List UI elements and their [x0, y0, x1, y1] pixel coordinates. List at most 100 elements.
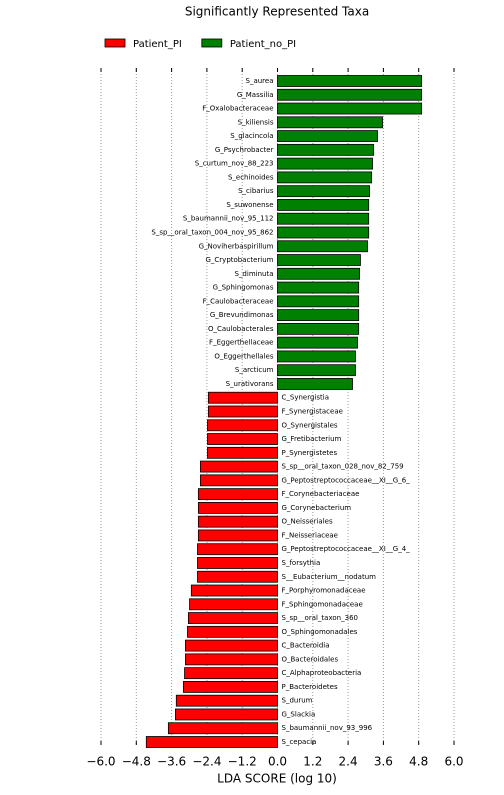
bar-label: S_diminuta: [234, 270, 273, 278]
bar-label: S_glacincola: [230, 132, 273, 140]
bar: [277, 116, 383, 129]
bar-label: S_curtum_nov_88_223: [195, 160, 274, 168]
bar-label: G_Slackia: [282, 710, 316, 718]
x-tick-label: −6.0: [86, 755, 115, 769]
bar: [277, 212, 370, 225]
bar-label: F_Synergistaceae: [282, 408, 343, 416]
bar: [277, 322, 360, 335]
bar: [277, 254, 361, 266]
bar-label: S_baumannii_nov_95_112: [183, 215, 274, 223]
bar: [167, 722, 278, 735]
bar: [197, 515, 278, 528]
x-tick-label: 3.6: [374, 755, 393, 769]
bar-label: G_Fretibacterium: [282, 435, 342, 443]
x-tick-label: 6.0: [444, 755, 463, 769]
bar-label: F_Eggerthellaceae: [209, 339, 273, 347]
x-tick-label: 4.8: [409, 755, 428, 769]
bar-label: S_sp__oral_taxon_028_nov_82_759: [282, 463, 404, 471]
bar: [200, 474, 278, 487]
bar-label: F_Oxalobacteraceae: [202, 105, 273, 113]
x-tick-label: −1.2: [228, 755, 257, 769]
bar: [277, 378, 353, 390]
bar: [200, 460, 278, 473]
bar-label: O_Sphingomonadales: [282, 628, 358, 636]
bar-label: G_Noviherbaspirillum: [199, 242, 274, 250]
bar: [277, 157, 373, 170]
bar-label: S_cepacia: [282, 738, 317, 746]
bar: [277, 226, 370, 239]
bar: [185, 653, 278, 666]
x-tick-label: −2.4: [192, 755, 221, 769]
bar: [197, 529, 278, 542]
legend-swatch: [104, 38, 126, 48]
bar-label: G_Cryptobacterium: [205, 256, 273, 264]
x-tick-label: 2.4: [339, 755, 358, 769]
bar: [190, 584, 278, 597]
bar-label: O_Synergistales: [282, 421, 338, 429]
bar-label: G_Sphingomonas: [213, 284, 274, 292]
bar: [197, 488, 278, 501]
bar: [207, 391, 278, 404]
bar-label: O_Caulobacterales: [208, 325, 274, 333]
bar-label: S_sp__oral_taxon_004_nov_95_862: [151, 228, 273, 236]
x-tick-label: −4.8: [122, 755, 151, 769]
bar-label: S_arcticum: [235, 366, 274, 374]
bar: [197, 570, 278, 583]
bar: [277, 130, 378, 142]
x-tick-label: −3.6: [157, 755, 186, 769]
bar-label: C_Bacteroidia: [282, 642, 330, 650]
bar: [145, 736, 278, 748]
bar: [185, 639, 278, 652]
x-axis-label: LDA SCORE (log 10): [217, 772, 337, 786]
legend-swatch: [201, 38, 223, 48]
bar: [197, 557, 278, 569]
bar: [207, 419, 278, 432]
bar: [277, 281, 360, 294]
bar-label: F_Neisseriaceae: [282, 531, 338, 539]
bar-label: O_Neisseriales: [282, 518, 333, 526]
bar: [277, 102, 423, 115]
bar: [187, 612, 278, 624]
bar-label: G_Corynebacterium: [282, 504, 352, 512]
x-tick-label: 1.2: [303, 755, 322, 769]
bar-label: S_forsythia: [282, 559, 321, 567]
legend-label: Patient_no_PI: [230, 39, 296, 50]
bar-label: F_Corynebacteriaceae: [282, 490, 360, 498]
bar-label: S_urativorans: [226, 380, 274, 388]
bar-label: G_Psychrobacter: [215, 146, 274, 154]
bar: [277, 336, 358, 349]
bar-label: F_Sphingomonadaceae: [282, 600, 363, 608]
bar: [277, 240, 368, 253]
bar: [184, 667, 278, 680]
bar: [277, 364, 356, 377]
bar: [189, 598, 278, 611]
bar-label: S_aurea: [246, 77, 274, 85]
bar-label: S__Eubacterium__nodatum: [282, 573, 377, 581]
bar: [207, 433, 278, 445]
bar-label: S_cibarius: [238, 187, 274, 195]
bar: [197, 501, 278, 514]
bar: [277, 75, 423, 87]
legend-label: Patient_PI: [133, 39, 182, 50]
bar-label: P_Synergistetes: [282, 449, 338, 457]
bar: [182, 681, 278, 693]
bar: [277, 309, 360, 322]
bar-label: S_kiliensis: [238, 118, 274, 126]
bar-label: G_Peptostreptococcaceae__XI__G_6_: [282, 476, 411, 484]
bar-label: G_Massilia: [237, 91, 274, 99]
bar-label: O_Eggerthellales: [214, 352, 273, 360]
bar: [175, 708, 278, 721]
bar: [197, 543, 278, 556]
bar: [277, 88, 423, 101]
bar-label: C_Alphaproteobacteria: [282, 669, 362, 677]
bar: [277, 199, 370, 211]
bar: [277, 267, 360, 280]
bar: [277, 143, 375, 156]
bar-label: F_Caulobacteraceae: [203, 297, 274, 305]
bar-label: S_echinoides: [228, 173, 274, 181]
bar-label: S_sp__oral_taxon_360: [282, 614, 358, 622]
bar-label: G_Brevundimonas: [210, 311, 274, 319]
bar-label: S_suwonense: [226, 201, 273, 209]
bar-label: S_durum: [282, 697, 313, 705]
